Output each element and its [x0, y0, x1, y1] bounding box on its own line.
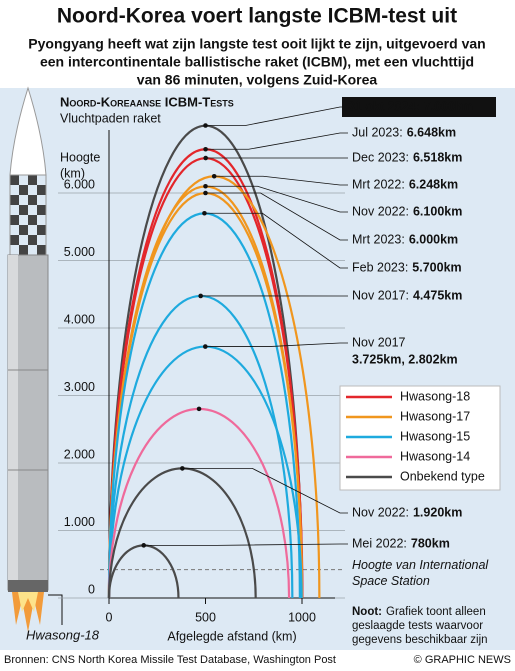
flight-date: Nov 2022:	[352, 204, 409, 218]
chart-background	[0, 88, 515, 650]
flight-apogee-label: 5.700km	[412, 260, 461, 274]
rocket-illustration	[7, 86, 63, 632]
subtitle: van 86 minuten, volgens Zuid-Korea	[137, 72, 378, 88]
flight-apogee-label: 6.518km	[413, 150, 462, 164]
x-tick-label: 500	[195, 610, 216, 624]
x-axis-label: Afgelegde afstand (km)	[167, 629, 296, 643]
flight-date: Feb 2023:	[352, 260, 408, 274]
y-tick-label: 2.000	[64, 447, 95, 461]
y-tick-label: 3.000	[64, 380, 95, 394]
legend-label: Hwasong-18	[400, 389, 470, 403]
apogee-dot	[196, 406, 202, 412]
flight-date: Jul 2023:	[352, 125, 403, 139]
title: Noord-Korea voert langste ICBM-test uit	[57, 5, 457, 28]
rocket-label: Hwasong-18	[26, 627, 100, 642]
flight-apogee-label: 6.100km	[413, 204, 462, 218]
flight-date: 31 okt 2024:	[348, 99, 420, 113]
flight-apogee-label: 4.475km	[413, 288, 462, 302]
subtitle: een intercontinentale ballistische raket…	[40, 54, 474, 70]
leader-line	[204, 212, 348, 269]
chart-subheading: Vluchtpaden raket	[60, 111, 161, 125]
legend-label: Hwasong-15	[400, 429, 470, 443]
leader-line	[205, 192, 348, 241]
flight-apogee-label: 6.000km	[409, 232, 458, 246]
flight-apogee-label: 780km	[411, 536, 450, 550]
y-tick-label: 5.000	[64, 245, 95, 259]
note: geslaagde tests waarvoor	[352, 620, 483, 632]
x-tick-label: 0	[106, 610, 113, 624]
legend-label: Hwasong-17	[400, 409, 470, 423]
legend-label: Onbekend type	[400, 469, 485, 483]
y-axis-label: Hoogte	[60, 150, 100, 164]
y-axis-label: (km)	[60, 166, 85, 180]
iss-label: Hoogte van International	[352, 558, 489, 572]
iss-label: Space Station	[352, 574, 430, 588]
flight-date: Mrt 2022:	[352, 177, 405, 191]
highlight-box	[342, 97, 496, 117]
chart-heading: Noord-Koreaanse ICBM-Tests	[60, 94, 234, 109]
flight-date: Dec 2023:	[352, 150, 409, 164]
flight-apogee-label: 3.725km, 2.802km	[352, 352, 458, 366]
legend-label: Hwasong-14	[400, 449, 470, 463]
note: gegevens beschikbaar zijn	[352, 634, 488, 646]
source: Bronnen: CNS North Korea Missile Test Da…	[4, 654, 336, 666]
leader-line	[205, 342, 348, 347]
leader-line	[182, 467, 348, 514]
y-tick-label: 1.000	[64, 515, 95, 529]
flight-apogee-label: 6.648km	[407, 125, 456, 139]
leader-line	[205, 185, 348, 213]
flight-apogee-label: 1.920km	[413, 505, 462, 519]
plot: 0 1.000 2.000 3.000 4.000 5.000 6.000 0 500 1000 H…	[58, 97, 501, 624]
credit: © GRAPHIC NEWS	[414, 654, 511, 666]
flight-date: Mrt 2023:	[352, 232, 405, 246]
flight-date: Mei 2022:	[352, 536, 407, 550]
y-tick-label: 4.000	[64, 312, 95, 326]
y-tick-label: 6.000	[64, 177, 95, 191]
note-label: Noot:	[352, 606, 382, 618]
leader-line	[214, 175, 348, 186]
y-tick-label: 0	[88, 582, 95, 596]
leader-line	[143, 543, 348, 546]
flight-apogee-label: 7.000km	[424, 99, 473, 113]
flight-apogee-label: 6.248km	[409, 177, 458, 191]
flight-date: Nov 2017:	[352, 288, 409, 302]
x-tick-label: 1000	[288, 610, 316, 624]
flight-date: Nov 2017	[352, 335, 406, 349]
subtitle: Pyongyang heeft wat zijn langste test oo…	[28, 36, 485, 52]
flight-date: Nov 2022:	[352, 505, 409, 519]
note: Grafiek toont alleen	[386, 606, 486, 618]
leader-line	[205, 132, 348, 150]
